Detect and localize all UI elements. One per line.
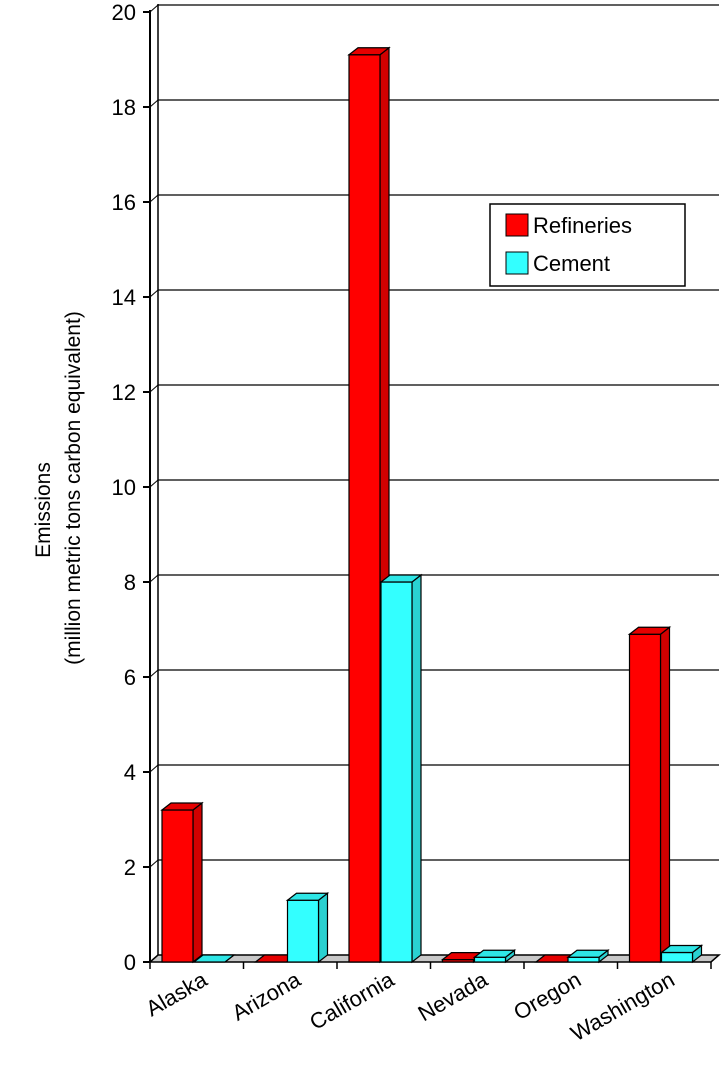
y-tick-label: 8 (124, 570, 136, 595)
x-tick-label: Arizona (228, 966, 306, 1025)
legend-swatch-cement (505, 251, 529, 275)
x-tick-label: Alaska (142, 966, 212, 1021)
y-tick-label: 12 (112, 380, 136, 405)
gridlines (149, 4, 719, 868)
gridline-diag (149, 384, 159, 393)
bar-cement-arizona (285, 892, 330, 964)
y-tick-label: 6 (124, 665, 136, 690)
bars (149, 46, 712, 969)
bar-cement-washington (659, 944, 704, 964)
x-tick-label: Oregon (509, 967, 585, 1025)
y-axis-title-line2: (million metric tons carbon equivalent) (62, 311, 85, 665)
legend-swatch-refineries (505, 213, 529, 237)
y-tick-label: 20 (112, 0, 136, 25)
legend-label-refineries: Refineries (533, 213, 632, 238)
gridline-diag (149, 479, 159, 488)
bar-cement-alaska (192, 954, 236, 963)
bar-cement-nevada (472, 949, 517, 964)
gridline-diag (149, 669, 159, 678)
gridline-diag (149, 99, 159, 108)
y-tick-label: 2 (124, 855, 136, 880)
bar-cement-california (379, 573, 423, 964)
y-axis-title-line1: Emissions (32, 462, 55, 558)
y-tick-label: 14 (112, 285, 136, 310)
y-tick-label: 4 (124, 760, 136, 785)
y-tick-label: 18 (112, 95, 136, 120)
x-tick-labels: Alaska Arizona California Nevada OregonWashi… (142, 966, 679, 1046)
bar-refineries-washington (627, 626, 672, 964)
y-tick-label: 10 (112, 475, 136, 500)
x-tick-label: Nevada (414, 966, 493, 1026)
gridline-diag (149, 764, 159, 773)
y-tick-label: 16 (112, 190, 136, 215)
bar-refineries-alaska (160, 801, 204, 964)
gridline-diag (149, 4, 159, 13)
gridline-diag (149, 574, 159, 583)
gridline-diag (149, 859, 159, 868)
gridline-diag (149, 194, 159, 203)
legend-label-cement: Cement (533, 251, 610, 276)
y-tick-labels: 0 2 4 6 8 10 12 14 16 18 20 (112, 0, 150, 975)
x-tick-label: Washington (566, 967, 678, 1046)
x-tick-label: California (305, 966, 399, 1034)
bar-cement-oregon (566, 949, 610, 964)
y-tick-label: 0 (124, 950, 136, 975)
legend: Refineries Cement (489, 203, 686, 287)
gridline-diag (149, 289, 159, 298)
